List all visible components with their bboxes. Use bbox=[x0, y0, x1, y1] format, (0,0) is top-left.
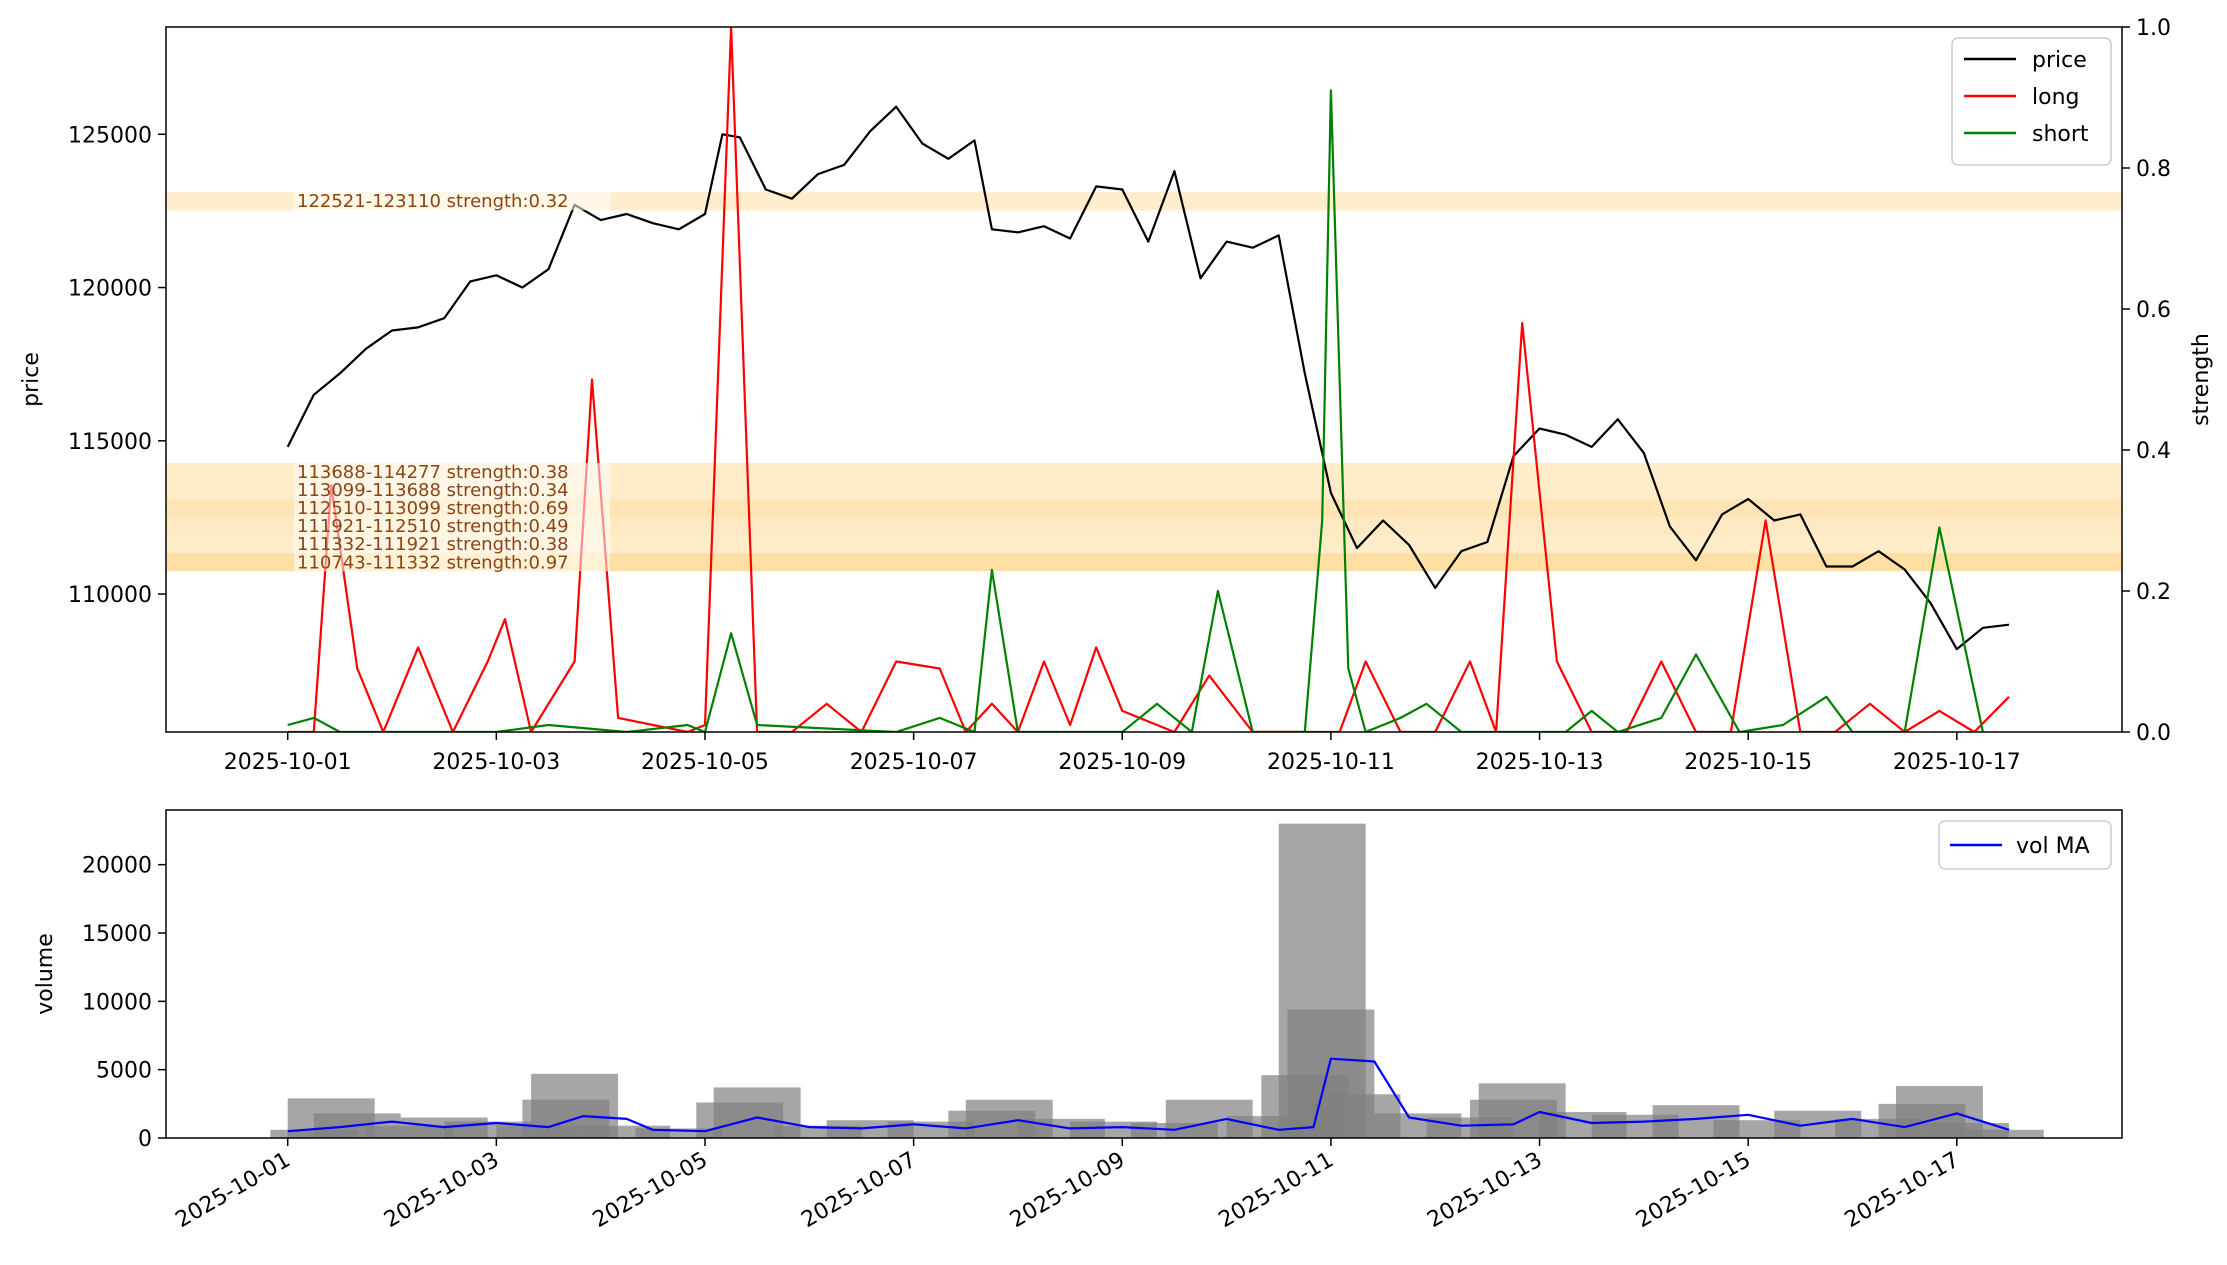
zone-band-0 bbox=[166, 192, 2122, 211]
zone-label-1: 113688-114277 strength:0.38 bbox=[297, 462, 569, 483]
x-tick-label: 2025-10-11 bbox=[1267, 750, 1395, 775]
vol-ma-line bbox=[287, 1057, 2010, 1133]
zone-label-bg-3 bbox=[294, 499, 610, 518]
strength-tick-label: 1.0 bbox=[2136, 16, 2171, 41]
strength-tick-label: 0.8 bbox=[2136, 157, 2171, 182]
zone-band-5 bbox=[166, 535, 2122, 554]
zone-label-bg-4 bbox=[294, 517, 610, 536]
zone-label-bg-2 bbox=[294, 481, 610, 500]
zone-band-4 bbox=[166, 517, 2122, 536]
volume-bar bbox=[635, 1128, 723, 1138]
bottom-frame bbox=[165, 809, 2123, 1139]
price-tick-label: 115000 bbox=[68, 430, 152, 455]
zone-label-6: 110743-111332 strength:0.97 bbox=[297, 552, 569, 573]
volume-tick-label: 10000 bbox=[82, 990, 152, 1015]
x-tick-label: 2025-10-13 bbox=[1476, 750, 1604, 775]
volume-bar bbox=[1956, 1129, 2044, 1138]
bottom-legend: vol MA bbox=[1938, 820, 2112, 870]
long-line bbox=[287, 27, 2010, 732]
zone-label-bg-6 bbox=[294, 553, 610, 572]
zone-band-1 bbox=[166, 462, 2122, 482]
volume-tick-label: 0 bbox=[138, 1127, 152, 1152]
price-strength-chart: 122521-123110 strength:0.32 113688-114277… bbox=[19, 16, 2214, 775]
strength-tick-label: 0.2 bbox=[2136, 580, 2171, 605]
zone-label-2: 113099-113688 strength:0.34 bbox=[297, 480, 569, 501]
zone-label-4: 111921-112510 strength:0.49 bbox=[297, 516, 569, 537]
price-tick-label: 110000 bbox=[68, 583, 152, 608]
bottom-legend-box bbox=[1938, 820, 2112, 870]
x-tick-label: 2025-10-15 bbox=[1684, 750, 1812, 775]
volume-axis-label: volume bbox=[33, 933, 58, 1015]
zone-label-bg-0 bbox=[294, 192, 610, 211]
price-axis-label: price bbox=[19, 352, 44, 407]
legend-label-long: long bbox=[2032, 85, 2079, 110]
volume-tick-label: 5000 bbox=[96, 1059, 152, 1084]
x-tick-label: 2025-10-17 bbox=[1893, 750, 2021, 775]
zone-label-bg-1 bbox=[294, 462, 610, 481]
top-frame bbox=[165, 26, 2123, 733]
volume-tick-label: 15000 bbox=[82, 922, 152, 947]
zone-band-2 bbox=[166, 481, 2122, 500]
zone-label-bg-5 bbox=[294, 535, 610, 554]
top-plot-area bbox=[166, 27, 2122, 732]
strength-tick-label: 0.0 bbox=[2136, 721, 2171, 746]
x-tick-label: 2025-10-05 bbox=[641, 750, 769, 775]
strength-tick-label: 0.4 bbox=[2136, 439, 2171, 464]
volume-tick-label: 20000 bbox=[82, 854, 152, 879]
x-tick-label: 2025-10-07 bbox=[850, 750, 978, 775]
zone-band-6 bbox=[166, 553, 2122, 572]
legend-label-short: short bbox=[2032, 122, 2089, 147]
zone-label-5: 111332-111921 strength:0.38 bbox=[297, 534, 569, 555]
x-tick-label: 2025-10-09 bbox=[1058, 750, 1186, 775]
zone-label-3: 112510-113099 strength:0.69 bbox=[297, 498, 569, 519]
zone-label-0: 122521-123110 strength:0.32 bbox=[297, 191, 569, 212]
legend-label-price: price bbox=[2032, 48, 2087, 73]
short-line bbox=[287, 89, 1984, 732]
x-tick-label: 2025-10-03 bbox=[432, 750, 560, 775]
price-tick-label: 125000 bbox=[68, 123, 152, 148]
zone-band-3 bbox=[166, 499, 2122, 518]
price-tick-label: 120000 bbox=[68, 277, 152, 302]
strength-axis-label: strength bbox=[2189, 333, 2214, 426]
strength-tick-label: 0.6 bbox=[2136, 298, 2171, 323]
x-tick-label: 2025-10-01 bbox=[224, 750, 352, 775]
bottom-plot-area bbox=[270, 823, 2044, 1138]
legend-label-vol-ma: vol MA bbox=[2016, 834, 2090, 859]
top-legend: price long short bbox=[1951, 37, 2112, 166]
